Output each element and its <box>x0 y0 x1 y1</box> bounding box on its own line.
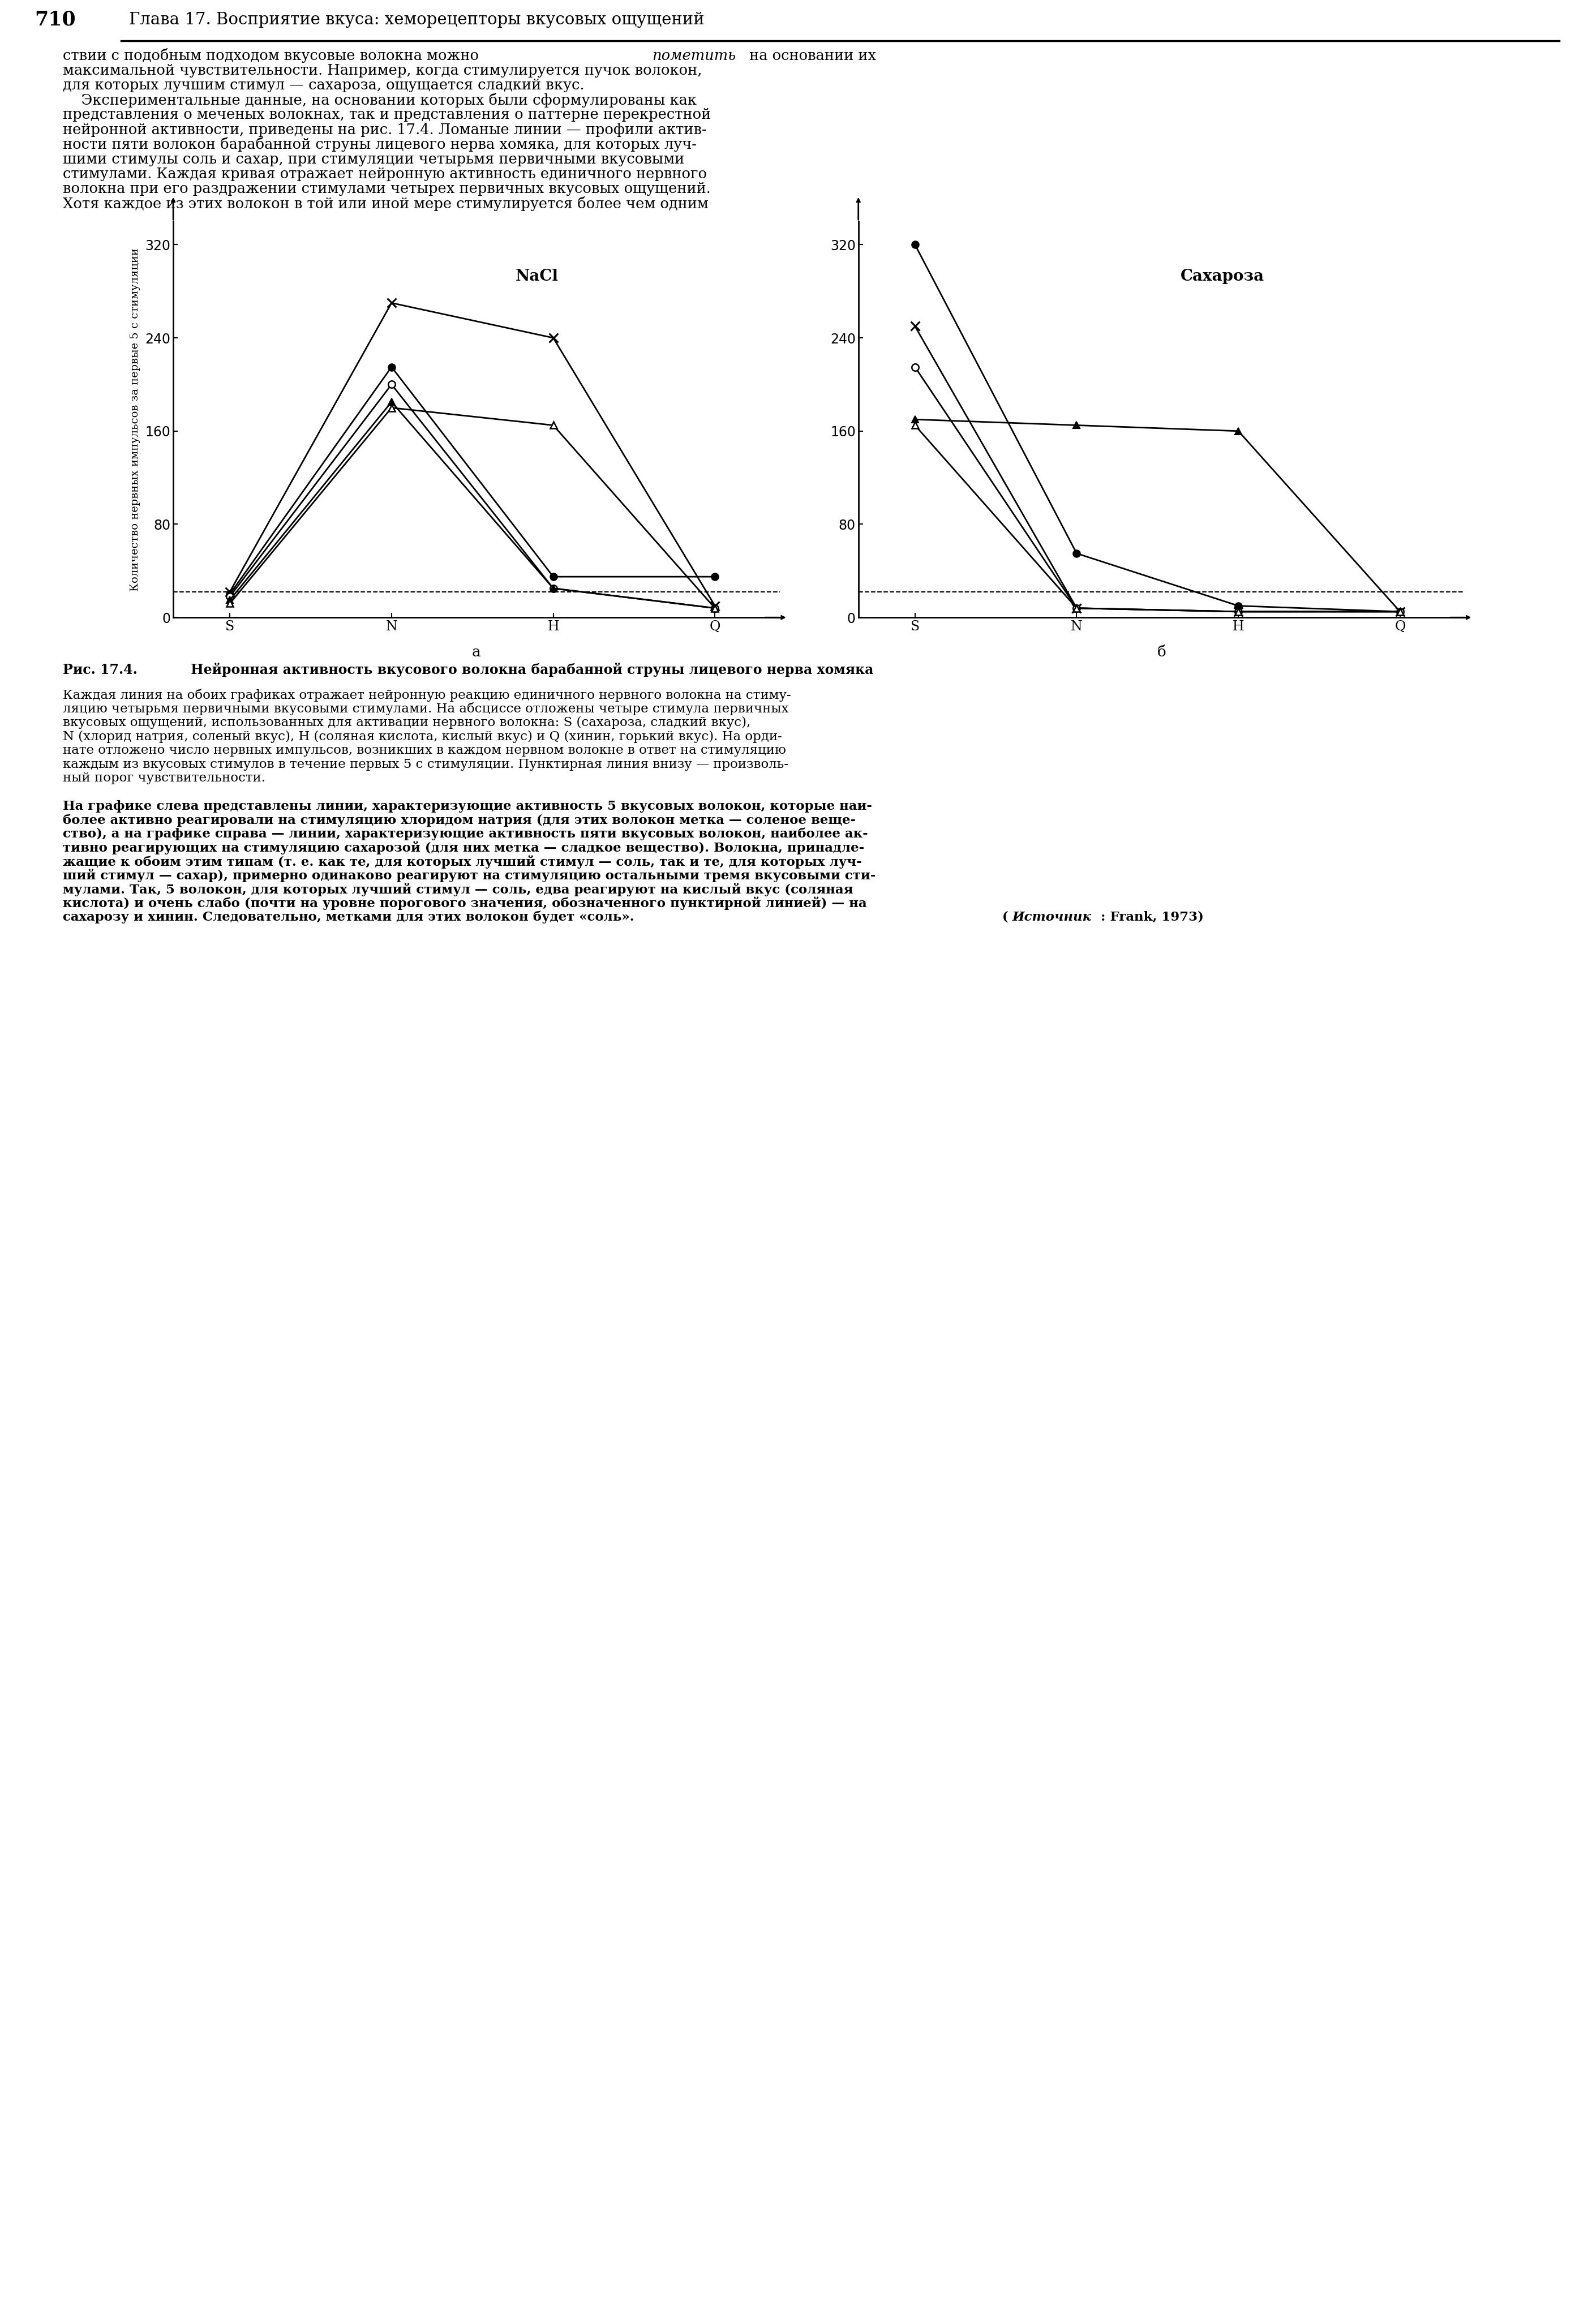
Text: N (хлорид натрия, соленый вкус), H (соляная кислота, кислый вкус) и Q (хинин, го: N (хлорид натрия, соленый вкус), H (соля… <box>63 730 783 744</box>
Text: максимальной чувствительности. Например, когда стимулируется пучок волокон,: максимальной чувствительности. Например,… <box>63 63 702 77</box>
Text: волокна при его раздражении стимулами четырех первичных вкусовых ощущений.: волокна при его раздражении стимулами че… <box>63 181 710 195</box>
Text: (: ( <box>1002 911 1008 923</box>
Text: представления о меченых волокнах, так и представления о паттерне перекрестной: представления о меченых волокнах, так и … <box>63 107 712 121</box>
Text: 710: 710 <box>35 9 76 30</box>
Text: На графике слева представлены линии, характеризующие активность 5 вкусовых волок: На графике слева представлены линии, хар… <box>63 799 873 813</box>
Text: мулами. Так, 5 волокон, для которых лучший стимул — соль, едва реагируют на кисл: мулами. Так, 5 волокон, для которых лучш… <box>63 883 854 897</box>
Y-axis label: Количество нервных импульсов за первые 5 с стимуляции: Количество нервных импульсов за первые 5… <box>131 249 140 590</box>
Text: жащие к обоим этим типам (т. е. как те, для которых лучший стимул — соль, так и : жащие к обоим этим типам (т. е. как те, … <box>63 855 862 869</box>
Text: тивно реагирующих на стимуляцию сахарозой (для них метка — сладкое вещество). Во: тивно реагирующих на стимуляцию сахарозо… <box>63 841 865 855</box>
Text: ство), а на графике справа — линии, характеризующие активность пяти вкусовых вол: ство), а на графике справа — линии, хара… <box>63 827 868 841</box>
Text: NaCl: NaCl <box>515 270 559 284</box>
Text: шими стимулы соль и сахар, при стимуляции четырьмя первичными вкусовыми: шими стимулы соль и сахар, при стимуляци… <box>63 151 685 167</box>
Text: б: б <box>1158 646 1166 660</box>
Text: на основании их: на основании их <box>745 49 876 63</box>
Text: ший стимул — сахар), примерно одинаково реагируют на стимуляцию остальными тремя: ший стимул — сахар), примерно одинаково … <box>63 869 876 883</box>
Text: кислота) и очень слабо (почти на уровне порогового значения, обозначенного пункт: кислота) и очень слабо (почти на уровне … <box>63 897 866 911</box>
Text: ный порог чувствительности.: ный порог чувствительности. <box>63 772 266 786</box>
Text: Источник: Источник <box>1013 911 1091 923</box>
Text: Экспериментальные данные, на основании которых были сформулированы как: Экспериментальные данные, на основании к… <box>63 93 696 107</box>
Text: Сахароза: Сахароза <box>1180 270 1265 284</box>
Text: : Frank, 1973): : Frank, 1973) <box>1101 911 1203 923</box>
Text: более активно реагировали на стимуляцию хлоридом натрия (для этих волокон метка : более активно реагировали на стимуляцию … <box>63 813 855 827</box>
Text: Глава 17. Восприятие вкуса: хеморецепторы вкусовых ощущений: Глава 17. Восприятие вкуса: хеморецептор… <box>129 12 704 28</box>
Text: а: а <box>472 646 480 660</box>
Text: каждым из вкусовых стимулов в течение первых 5 с стимуляции. Пунктирная линия вн: каждым из вкусовых стимулов в течение пе… <box>63 758 789 772</box>
Text: для которых лучшим стимул — сахароза, ощущается сладкий вкус.: для которых лучшим стимул — сахароза, ощ… <box>63 79 584 93</box>
Text: нейронной активности, приведены на рис. 17.4. Ломаные линии — профили актив-: нейронной активности, приведены на рис. … <box>63 123 707 137</box>
Text: вкусовых ощущений, использованных для активации нервного волокна: S (сахароза, с: вкусовых ощущений, использованных для ак… <box>63 716 751 730</box>
Text: ляцию четырьмя первичными вкусовыми стимулами. На абсциссе отложены четыре стиму: ляцию четырьмя первичными вкусовыми стим… <box>63 702 789 716</box>
Text: стимулами. Каждая кривая отражает нейронную активность единичного нервного: стимулами. Каждая кривая отражает нейрон… <box>63 167 707 181</box>
Text: Каждая линия на обоих графиках отражает нейронную реакцию единичного нервного во: Каждая линия на обоих графиках отражает … <box>63 688 791 702</box>
Text: сахарозу и хинин. Следовательно, метками для этих волокон будет «соль».: сахарозу и хинин. Следовательно, метками… <box>63 911 639 923</box>
Text: Рис. 17.4.: Рис. 17.4. <box>63 662 137 676</box>
Text: ности пяти волокон барабанной струны лицевого нерва хомяка, для которых луч-: ности пяти волокон барабанной струны лиц… <box>63 137 696 151</box>
Text: нате отложено число нервных импульсов, возникших в каждом нервном волокне в отве: нате отложено число нервных импульсов, в… <box>63 744 786 758</box>
Text: Хотя каждое из этих волокон в той или иной мере стимулируется более чем одним: Хотя каждое из этих волокон в той или ин… <box>63 198 709 211</box>
Text: Нейронная активность вкусового волокна барабанной струны лицевого нерва хомяка: Нейронная активность вкусового волокна б… <box>186 662 874 676</box>
Text: ствии с подобным подходом вкусовые волокна можно: ствии с подобным подходом вкусовые волок… <box>63 49 484 63</box>
Text: пометить: пометить <box>652 49 736 63</box>
